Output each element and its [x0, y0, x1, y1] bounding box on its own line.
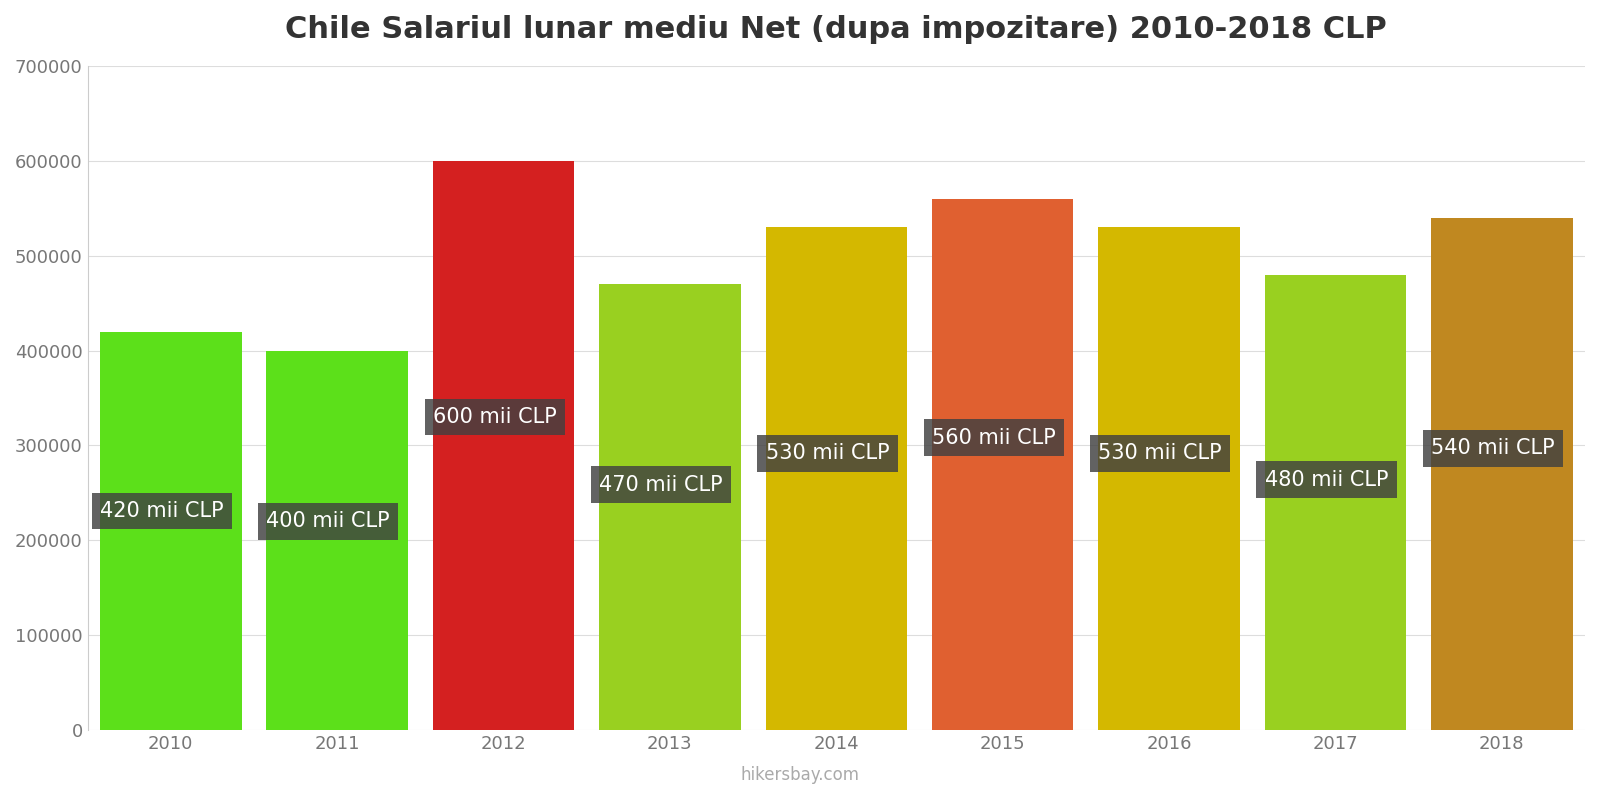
- Bar: [101, 331, 242, 730]
- Bar: [600, 284, 741, 730]
- Text: 560 mii CLP: 560 mii CLP: [931, 428, 1056, 448]
- Text: 540 mii CLP: 540 mii CLP: [1430, 438, 1555, 458]
- Bar: [1098, 227, 1240, 730]
- Text: 400 mii CLP: 400 mii CLP: [267, 511, 390, 531]
- Text: 600 mii CLP: 600 mii CLP: [434, 407, 557, 427]
- Text: 470 mii CLP: 470 mii CLP: [600, 474, 723, 494]
- Text: 530 mii CLP: 530 mii CLP: [765, 443, 890, 463]
- Text: 480 mii CLP: 480 mii CLP: [1264, 470, 1389, 490]
- Bar: [267, 350, 408, 730]
- Title: Chile Salariul lunar mediu Net (dupa impozitare) 2010-2018 CLP: Chile Salariul lunar mediu Net (dupa imp…: [285, 15, 1387, 44]
- Bar: [434, 161, 574, 730]
- Bar: [931, 198, 1074, 730]
- Text: 530 mii CLP: 530 mii CLP: [1098, 443, 1222, 463]
- Bar: [765, 227, 907, 730]
- Bar: [1264, 274, 1406, 730]
- Bar: [1430, 218, 1573, 730]
- Text: hikersbay.com: hikersbay.com: [741, 766, 859, 784]
- Text: 420 mii CLP: 420 mii CLP: [101, 501, 224, 521]
